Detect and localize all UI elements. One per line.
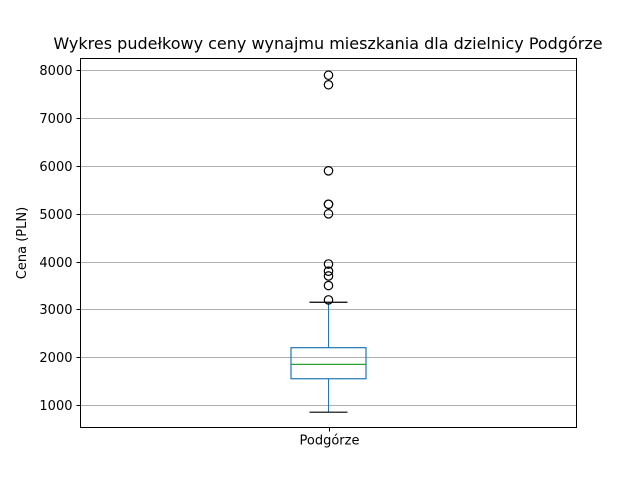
y-tick-label: 2000 xyxy=(39,351,72,366)
outlier-point xyxy=(323,166,334,176)
y-tick-label: 5000 xyxy=(39,208,72,223)
y-tick-label: 3000 xyxy=(39,303,72,318)
outlier-point xyxy=(323,295,334,305)
y-tick-label: 4000 xyxy=(39,256,72,271)
outlier-point xyxy=(323,79,334,90)
outlier-point xyxy=(323,280,334,291)
iqr-box xyxy=(290,347,367,380)
grid-lines xyxy=(80,70,577,406)
outlier-point xyxy=(323,209,334,219)
axes: 1000 2000 3000 4000 5000 6000 7000 8000 Podgórze xyxy=(39,64,359,449)
y-tick-label: 6000 xyxy=(39,160,72,175)
outlier-point xyxy=(323,199,334,210)
chart-title: Wykres pudełkowy ceny wynajmu mieszkania… xyxy=(53,34,602,53)
y-tick-label: 1000 xyxy=(39,399,72,414)
outlier-point xyxy=(323,266,334,277)
y-tick-label: 8000 xyxy=(39,64,72,79)
plot-frame xyxy=(80,58,577,428)
outlier-layer xyxy=(323,70,334,305)
outlier-point xyxy=(323,271,334,281)
outlier-point xyxy=(323,259,334,269)
box-layer xyxy=(290,301,367,413)
y-axis-label: Cena (PLN) xyxy=(15,207,30,279)
y-tick-label: 7000 xyxy=(39,112,72,127)
x-tick-label: Podgórze xyxy=(300,434,360,449)
outlier-point xyxy=(323,70,334,81)
